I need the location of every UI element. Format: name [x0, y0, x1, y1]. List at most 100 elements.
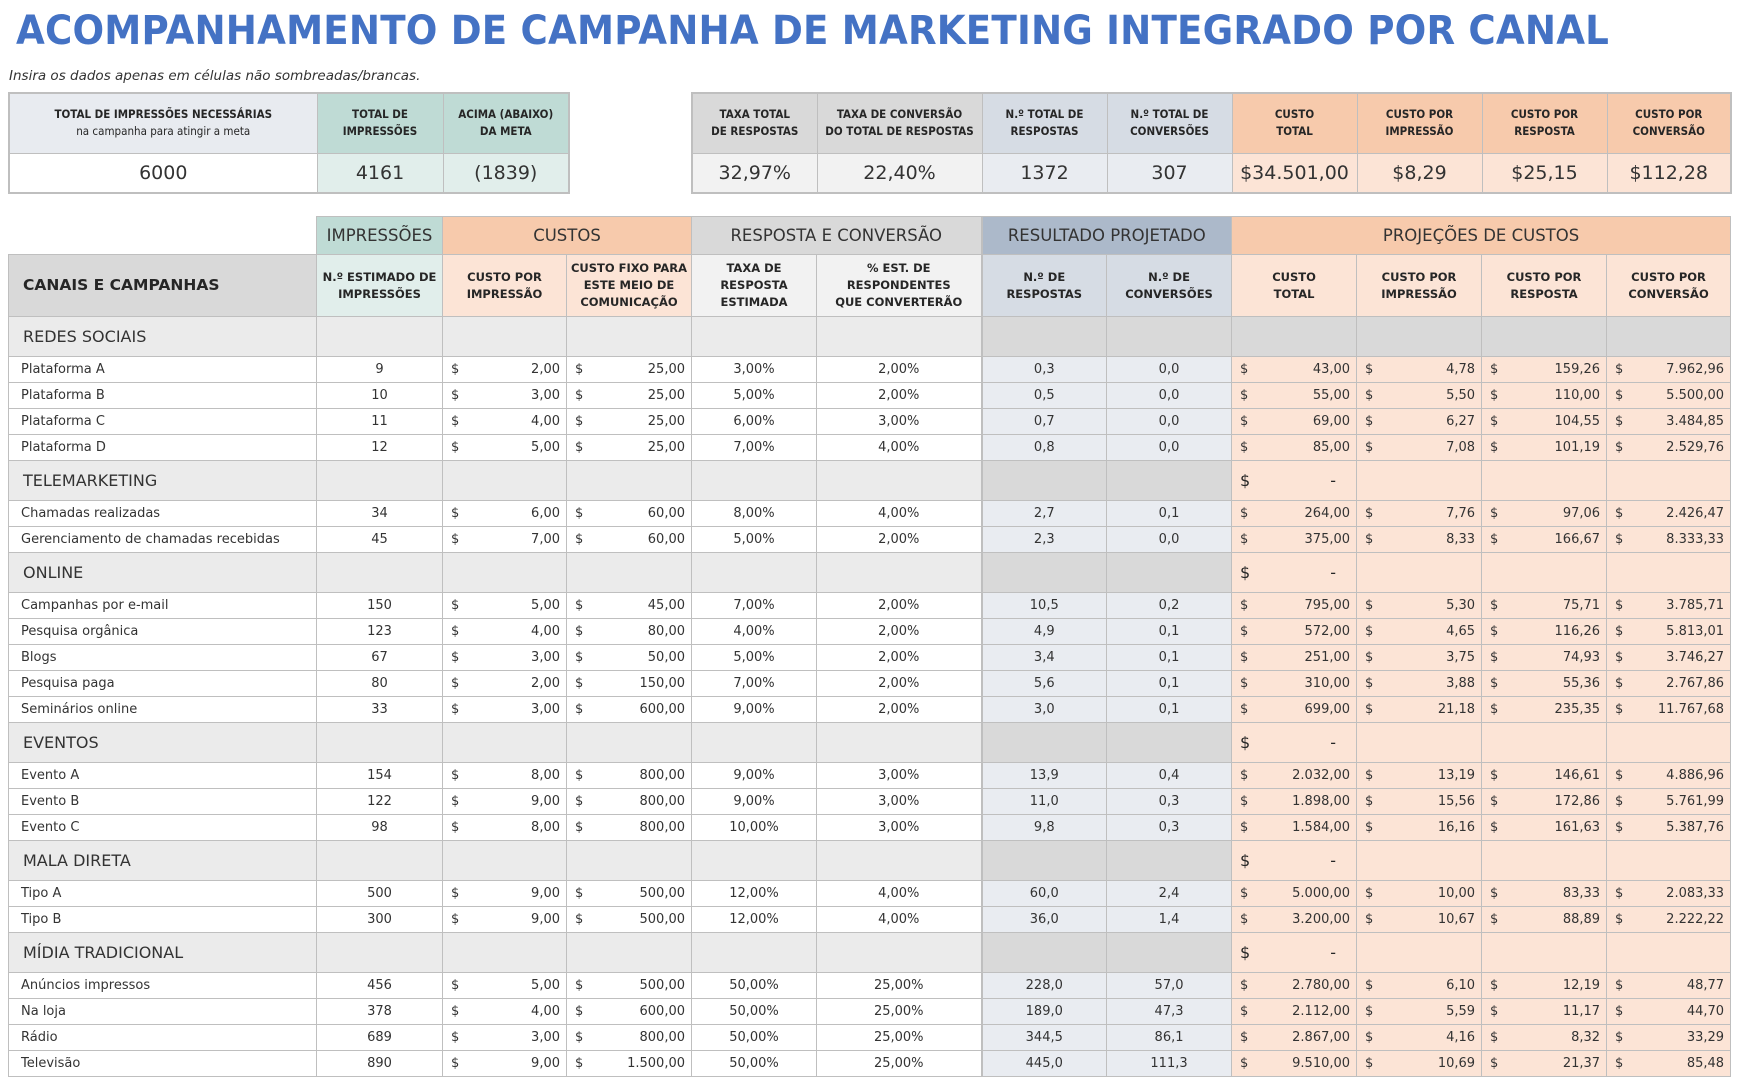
cost-per-impression-input[interactable]: $3,00: [442, 1024, 567, 1051]
campaign-name-input[interactable]: Pesquisa orgânica: [8, 618, 317, 645]
campaign-name-input[interactable]: Gerenciamento de chamadas recebidas: [8, 526, 317, 553]
cost-per-impression-input[interactable]: $4,00: [442, 618, 567, 645]
est-impressions-input[interactable]: 80: [316, 670, 443, 697]
conversion-rate-input[interactable]: 2,00%: [815, 670, 983, 697]
fixed-cost-input[interactable]: $800,00: [566, 788, 692, 815]
conversion-rate-input[interactable]: 2,00%: [815, 696, 983, 723]
fixed-cost-input[interactable]: $1.500,00: [566, 1050, 692, 1077]
campaign-name-input[interactable]: Plataforma A: [8, 356, 317, 383]
est-impressions-input[interactable]: 456: [316, 972, 443, 999]
response-rate-input[interactable]: 3,00%: [691, 356, 817, 383]
conversion-rate-input[interactable]: 2,00%: [815, 592, 983, 619]
cost-per-impression-input[interactable]: $2,00: [442, 670, 567, 697]
fixed-cost-input[interactable]: $25,00: [566, 356, 692, 383]
est-impressions-input[interactable]: 9: [316, 356, 443, 383]
fixed-cost-input[interactable]: $500,00: [566, 880, 692, 907]
est-impressions-input[interactable]: 300: [316, 906, 443, 933]
response-rate-input[interactable]: 9,00%: [691, 788, 817, 815]
cost-per-impression-input[interactable]: $6,00: [442, 500, 567, 527]
cost-per-impression-input[interactable]: $8,00: [442, 762, 567, 789]
campaign-name-input[interactable]: Tipo A: [8, 880, 317, 907]
campaign-name-input[interactable]: Anúncios impressos: [8, 972, 317, 999]
est-impressions-input[interactable]: 122: [316, 788, 443, 815]
fixed-cost-input[interactable]: $600,00: [566, 696, 692, 723]
cost-per-impression-input[interactable]: $9,00: [442, 880, 567, 907]
response-rate-input[interactable]: 7,00%: [691, 434, 817, 461]
campaign-name-input[interactable]: Na loja: [8, 998, 317, 1025]
response-rate-input[interactable]: 5,00%: [691, 526, 817, 553]
est-impressions-input[interactable]: 11: [316, 408, 443, 435]
response-rate-input[interactable]: 6,00%: [691, 408, 817, 435]
conversion-rate-input[interactable]: 4,00%: [815, 906, 983, 933]
est-impressions-input[interactable]: 12: [316, 434, 443, 461]
cost-per-impression-input[interactable]: $4,00: [442, 408, 567, 435]
response-rate-input[interactable]: 7,00%: [691, 670, 817, 697]
campaign-name-input[interactable]: Plataforma D: [8, 434, 317, 461]
cost-per-impression-input[interactable]: $9,00: [442, 906, 567, 933]
cost-per-impression-input[interactable]: $5,00: [442, 434, 567, 461]
response-rate-input[interactable]: 12,00%: [691, 880, 817, 907]
response-rate-input[interactable]: 10,00%: [691, 814, 817, 841]
conversion-rate-input[interactable]: 4,00%: [815, 880, 983, 907]
campaign-name-input[interactable]: Evento A: [8, 762, 317, 789]
cost-per-impression-input[interactable]: $3,00: [442, 644, 567, 671]
conversion-rate-input[interactable]: 25,00%: [815, 972, 983, 999]
conversion-rate-input[interactable]: 3,00%: [815, 788, 983, 815]
fixed-cost-input[interactable]: $800,00: [566, 814, 692, 841]
cost-per-impression-input[interactable]: $9,00: [442, 788, 567, 815]
cost-per-impression-input[interactable]: $3,00: [442, 696, 567, 723]
response-rate-input[interactable]: 5,00%: [691, 382, 817, 409]
conversion-rate-input[interactable]: 3,00%: [815, 408, 983, 435]
required-impressions-input[interactable]: 6000: [8, 152, 318, 194]
est-impressions-input[interactable]: 34: [316, 500, 443, 527]
cost-per-impression-input[interactable]: $5,00: [442, 592, 567, 619]
response-rate-input[interactable]: 7,00%: [691, 592, 817, 619]
response-rate-input[interactable]: 9,00%: [691, 696, 817, 723]
conversion-rate-input[interactable]: 2,00%: [815, 526, 983, 553]
conversion-rate-input[interactable]: 2,00%: [815, 644, 983, 671]
campaign-name-input[interactable]: Campanhas por e-mail: [8, 592, 317, 619]
response-rate-input[interactable]: 50,00%: [691, 1024, 817, 1051]
conversion-rate-input[interactable]: 2,00%: [815, 356, 983, 383]
cost-per-impression-input[interactable]: $4,00: [442, 998, 567, 1025]
fixed-cost-input[interactable]: $150,00: [566, 670, 692, 697]
cost-per-impression-input[interactable]: $9,00: [442, 1050, 567, 1077]
campaign-name-input[interactable]: Blogs: [8, 644, 317, 671]
response-rate-input[interactable]: 12,00%: [691, 906, 817, 933]
response-rate-input[interactable]: 50,00%: [691, 998, 817, 1025]
conversion-rate-input[interactable]: 25,00%: [815, 998, 983, 1025]
response-rate-input[interactable]: 9,00%: [691, 762, 817, 789]
est-impressions-input[interactable]: 890: [316, 1050, 443, 1077]
fixed-cost-input[interactable]: $25,00: [566, 382, 692, 409]
conversion-rate-input[interactable]: 2,00%: [815, 618, 983, 645]
campaign-name-input[interactable]: Televisão: [8, 1050, 317, 1077]
fixed-cost-input[interactable]: $45,00: [566, 592, 692, 619]
est-impressions-input[interactable]: 98: [316, 814, 443, 841]
conversion-rate-input[interactable]: 3,00%: [815, 762, 983, 789]
est-impressions-input[interactable]: 689: [316, 1024, 443, 1051]
cost-per-impression-input[interactable]: $3,00: [442, 382, 567, 409]
conversion-rate-input[interactable]: 3,00%: [815, 814, 983, 841]
est-impressions-input[interactable]: 123: [316, 618, 443, 645]
campaign-name-input[interactable]: Evento B: [8, 788, 317, 815]
fixed-cost-input[interactable]: $500,00: [566, 906, 692, 933]
conversion-rate-input[interactable]: 25,00%: [815, 1024, 983, 1051]
est-impressions-input[interactable]: 500: [316, 880, 443, 907]
est-impressions-input[interactable]: 150: [316, 592, 443, 619]
campaign-name-input[interactable]: Plataforma C: [8, 408, 317, 435]
campaign-name-input[interactable]: Plataforma B: [8, 382, 317, 409]
campaign-name-input[interactable]: Chamadas realizadas: [8, 500, 317, 527]
fixed-cost-input[interactable]: $25,00: [566, 408, 692, 435]
response-rate-input[interactable]: 5,00%: [691, 644, 817, 671]
campaign-name-input[interactable]: Pesquisa paga: [8, 670, 317, 697]
fixed-cost-input[interactable]: $25,00: [566, 434, 692, 461]
campaign-name-input[interactable]: Rádio: [8, 1024, 317, 1051]
fixed-cost-input[interactable]: $800,00: [566, 762, 692, 789]
est-impressions-input[interactable]: 154: [316, 762, 443, 789]
est-impressions-input[interactable]: 45: [316, 526, 443, 553]
fixed-cost-input[interactable]: $600,00: [566, 998, 692, 1025]
response-rate-input[interactable]: 50,00%: [691, 1050, 817, 1077]
fixed-cost-input[interactable]: $60,00: [566, 526, 692, 553]
est-impressions-input[interactable]: 378: [316, 998, 443, 1025]
cost-per-impression-input[interactable]: $8,00: [442, 814, 567, 841]
